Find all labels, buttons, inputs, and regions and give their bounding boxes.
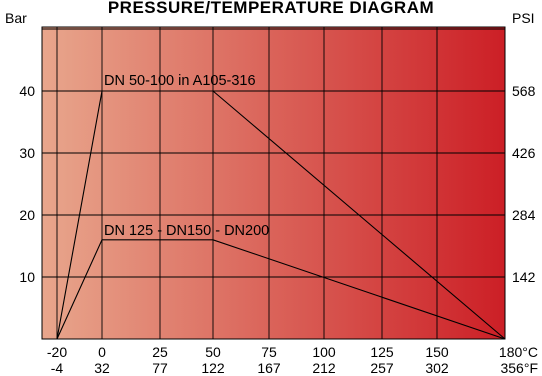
x-celsius-tick-labels: -20 0 25 50 75 100 125 150 180°C bbox=[47, 344, 538, 360]
x-fahrenheit-tick-labels: -4 32 77 122 167 212 257 302 356°F bbox=[51, 360, 538, 376]
y-right-tick-labels: 142 284 426 568 bbox=[512, 83, 536, 285]
y-right-tick-label: 284 bbox=[512, 207, 536, 223]
y-left-unit: Bar bbox=[5, 10, 27, 26]
y-left-tick-label: 30 bbox=[19, 145, 35, 161]
series-label-dn125-200: DN 125 - DN150 - DN200 bbox=[104, 223, 269, 239]
y-right-tick-label: 568 bbox=[512, 83, 536, 99]
x-celsius-tick-label: 50 bbox=[205, 344, 221, 360]
x-celsius-tick-label: 75 bbox=[261, 344, 277, 360]
x-celsius-tick-label: 150 bbox=[425, 344, 449, 360]
x-celsius-tick-label: 100 bbox=[312, 344, 336, 360]
x-fahrenheit-tick-label: 257 bbox=[370, 360, 394, 376]
plot-frame bbox=[41, 26, 506, 340]
y-left-tick-label: 10 bbox=[19, 269, 35, 285]
x-fahrenheit-tick-label: 302 bbox=[425, 360, 449, 376]
x-celsius-tick-label: 125 bbox=[370, 344, 394, 360]
y-left-tick-label: 20 bbox=[19, 207, 35, 223]
chart-title: PRESSURE/TEMPERATURE DIAGRAM bbox=[108, 0, 434, 17]
series-layer bbox=[56, 90, 506, 340]
x-fahrenheit-tick-label: 356°F bbox=[500, 360, 538, 376]
x-fahrenheit-tick-label: 77 bbox=[152, 360, 168, 376]
x-celsius-tick-label: -20 bbox=[47, 344, 67, 360]
series-line-2 bbox=[56, 239, 506, 340]
x-fahrenheit-tick-label: -4 bbox=[51, 360, 64, 376]
x-celsius-tick-label: 0 bbox=[98, 344, 106, 360]
x-fahrenheit-tick-label: 32 bbox=[94, 360, 110, 376]
y-right-tick-label: 142 bbox=[512, 269, 536, 285]
x-celsius-tick-label: 180°C bbox=[499, 344, 538, 360]
y-left-tick-label: 40 bbox=[19, 83, 35, 99]
x-fahrenheit-tick-label: 167 bbox=[257, 360, 281, 376]
y-left-tick-labels: 10 20 30 40 bbox=[19, 83, 35, 285]
x-fahrenheit-tick-label: 212 bbox=[312, 360, 336, 376]
y-right-unit: PSI bbox=[512, 10, 535, 26]
x-fahrenheit-tick-label: 122 bbox=[201, 360, 225, 376]
series-line-1 bbox=[56, 90, 506, 340]
x-celsius-tick-label: 25 bbox=[152, 344, 168, 360]
y-right-tick-label: 426 bbox=[512, 145, 536, 161]
series-label-dn50-100: DN 50-100 in A105-316 bbox=[104, 73, 256, 89]
plot-background bbox=[42, 27, 505, 339]
